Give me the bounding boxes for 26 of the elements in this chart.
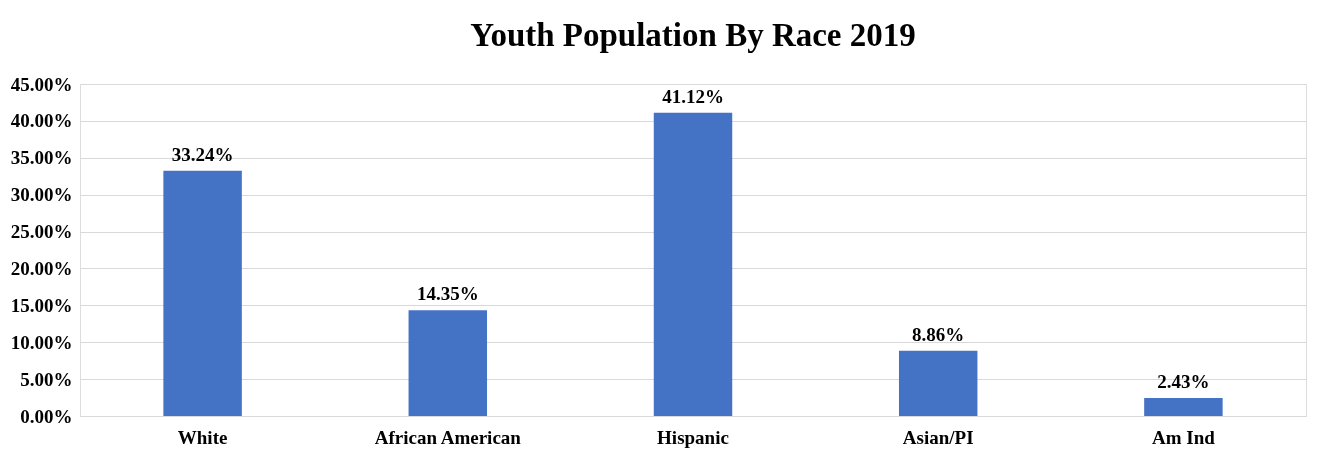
x-tick-label: African American — [374, 426, 522, 448]
y-tick-label: 40.00% — [10, 110, 73, 132]
bar — [653, 112, 733, 416]
y-tick-label: 20.00% — [10, 257, 73, 279]
y-tick-label: 10.00% — [10, 331, 73, 353]
y-tick-label: 45.00% — [10, 73, 73, 95]
data-label: 8.86% — [912, 323, 965, 345]
x-tick-label: White — [177, 426, 228, 448]
data-label: 41.12% — [662, 85, 724, 107]
x-tick-label: Asian/PI — [902, 426, 974, 448]
y-tick-label: 35.00% — [10, 147, 73, 169]
bar — [898, 350, 978, 416]
data-label: 14.35% — [416, 283, 479, 305]
y-tick-label: 5.00% — [20, 368, 73, 390]
y-tick-label: 30.00% — [10, 184, 73, 206]
bar — [1144, 398, 1223, 416]
y-tick-label: 15.00% — [10, 294, 73, 316]
bar — [408, 310, 488, 416]
chart-title: Youth Population By Race 2019 — [470, 17, 916, 53]
x-tick-label: Am Ind — [1151, 426, 1216, 448]
bar — [163, 170, 242, 416]
y-tick-label: 0.00% — [20, 405, 73, 427]
x-tick-label: Hispanic — [657, 426, 729, 448]
data-label: 2.43% — [1157, 371, 1210, 393]
y-tick-label: 25.00% — [10, 221, 73, 243]
data-label: 33.24% — [171, 143, 234, 165]
